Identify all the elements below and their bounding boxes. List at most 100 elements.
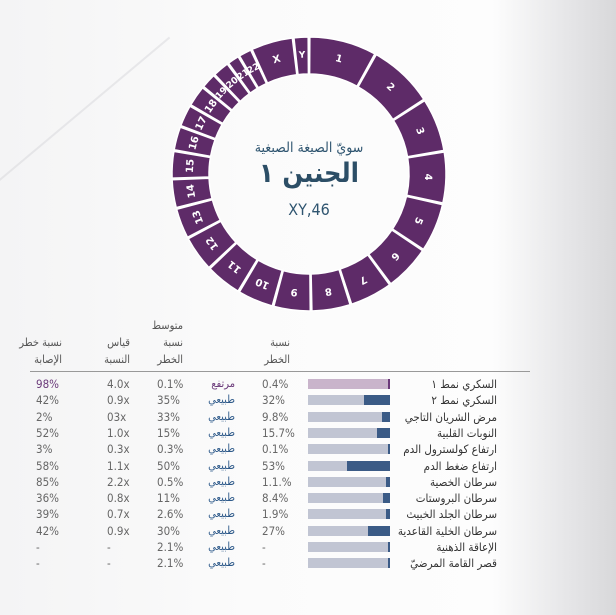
average-risk-value: 0.5% [157,474,184,489]
chromosome-label: 9 [290,286,298,298]
risk-value: 0.1% [262,442,289,457]
average-risk-value: 0.1% [157,377,184,391]
header-ratio: قياس النسبة [104,334,130,368]
risk-bar [308,509,390,520]
table-row: السكري نمط ١ 0.4% مرتفع 0.1% 4.0x 98% [0,376,616,392]
header-line: الخطر [264,353,290,366]
risk-bar [308,379,390,389]
risk-bar-fill [346,460,390,471]
chromosome-segment-11 [208,242,259,293]
risk-bar-fill [387,542,390,552]
header-line: الخطر [157,353,183,366]
chromosome-label: 8 [324,285,333,297]
table-row: السكري نمط ٢ 32% طبيعي 35% 0.9x 42% [0,392,616,408]
risk-bar [308,411,390,422]
condition-name: السكري نمط ٢ [431,393,497,408]
chromosome-segment-2 [357,53,425,121]
incidence-value: 52% [36,425,59,440]
status-badge: طبيعي [208,474,235,488]
risk-bar [308,444,390,455]
incidence-value: 2% [36,409,53,424]
risk-value: 15.7% [262,425,295,440]
chromosome-label: 10 [254,275,271,291]
average-risk-value: 2.6% [157,507,184,522]
risk-bar-fill [385,509,390,520]
risk-bar-fill [387,558,390,569]
incidence-value: 36% [36,491,59,506]
risk-bar-fill [363,395,390,406]
chromosome-segment-16 [173,126,216,158]
chromosome-label: 13 [191,208,206,225]
condition-name: سرطان الخلية القاعدية [397,523,497,538]
ratio-value: - [107,540,111,554]
chromosome-label: 17 [194,115,210,132]
status-badge: طبيعي [208,458,235,472]
average-risk-value: 35% [157,393,180,408]
condition-name: النوبات القلبية [436,425,497,440]
chromosome-segment-20 [213,63,251,103]
chromosome-segment-3 [392,99,445,158]
incidence-value: 42% [36,523,59,538]
chromosome-label: 16 [187,135,201,151]
chromosome-segment-6 [367,228,424,285]
risk-bar-fill [383,493,390,504]
status-badge: طبيعي [208,393,235,407]
risk-bar-fill [381,411,390,422]
ratio-value: 2.2x [107,474,130,489]
chromosome-segment-15 [171,150,212,179]
table-row: ارتفاع كولسترول الدم 0.1% طبيعي 0.3% 0.3x 3% [0,441,616,457]
incidence-value: - [36,540,40,554]
chromosome-segment-12 [187,220,237,269]
status-badge: طبيعي [208,491,235,505]
header-line: نسبة [163,336,183,349]
header-line: النسبة [104,353,130,366]
table-row: سرطان الجلد الخبيث 1.9% طبيعي 2.6% 0.7x 39% [0,506,616,522]
chromosome-label: 1 [334,53,344,65]
chromosome-label: 15 [185,159,197,174]
chromosome-label: 4 [422,173,433,180]
average-risk-value: 33% [157,409,180,424]
chromosome-label: 14 [185,183,198,198]
header-line: نسبة [270,336,290,349]
header-risk: نسبة الخطر [264,334,290,368]
fetus-title: الجنين ١ [259,158,359,189]
condition-name: سرطان الخصية [430,474,497,489]
ratio-value: 0.9x [107,393,130,408]
ratio-value: 1.0x [107,425,130,440]
table-row: سرطان البروستات 8.4% طبيعي 11% 0.8x 36% [0,490,616,506]
status-badge: مرتفع [211,377,235,390]
incidence-value: 42% [36,393,59,408]
header-line: نسبة خطر [19,336,62,349]
risk-bar [308,427,390,438]
risk-bar [308,542,390,552]
risk-bar [308,460,390,471]
chromosome-segment-18 [189,86,233,125]
chromosome-segment-17 [179,105,224,140]
chromosome-segment-8 [310,268,352,312]
risk-bar-fill [377,427,390,438]
condition-name: قصر القامة المرضيّ [410,556,497,571]
header-incidence: نسبة خطر الإصابة [19,334,62,368]
status-badge: طبيعي [208,523,235,537]
risk-value: - [262,556,266,571]
header-line: قياس [107,336,130,349]
status-badge: طبيعي [208,409,235,423]
risk-bar [308,493,390,504]
average-risk-value: 50% [157,458,180,473]
risk-bar [308,476,390,487]
chromosome-segment-4 [405,151,447,204]
chromosome-segment-22 [238,49,268,89]
incidence-value: 85% [36,474,59,489]
ratio-value: 4.0x [107,377,130,391]
status-badge: طبيعي [208,425,235,439]
table-row: سرطان الخلية القاعدية 27% طبيعي 30% 0.9x 42% [0,523,616,539]
risk-value: 53% [262,458,285,473]
condition-name: السكري نمط ١ [431,377,497,391]
risk-value: 1.1.% [262,474,292,489]
chromosome-label: 7 [357,273,368,286]
risk-bar [308,558,390,569]
risk-bar [308,395,390,406]
risk-value: 27% [262,523,285,538]
average-risk-value: 0.3% [157,442,184,457]
